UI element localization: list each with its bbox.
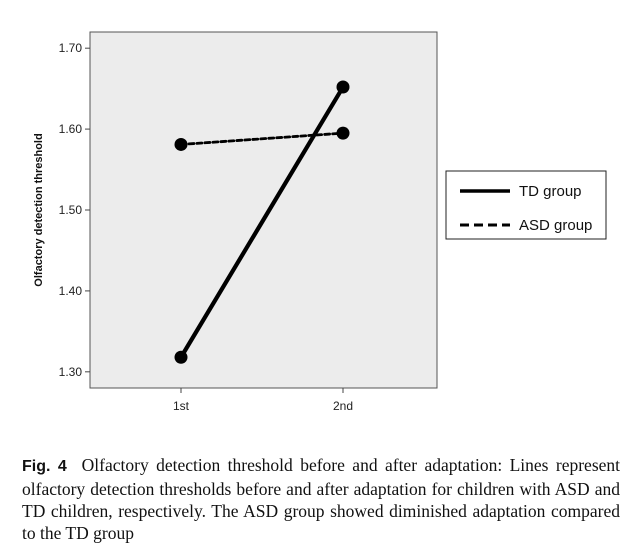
figure-label: Fig. 4	[22, 458, 67, 475]
figure-caption: Fig. 4 Olfactory detection threshold bef…	[22, 454, 620, 544]
plot-layer: 1.30 1.40 1.50 1.60 1.70 1st 2nd	[59, 31, 438, 413]
plot-area	[89, 31, 438, 389]
x-tick-label: 2nd	[333, 399, 353, 413]
asd-group-point	[174, 137, 188, 151]
td-group-point	[336, 80, 350, 94]
asd-group-line	[179, 131, 345, 146]
legend-label-asd-group: ASD group	[519, 217, 592, 234]
figure-caption-text: Olfactory detection threshold before and…	[22, 455, 621, 543]
td-group-point	[174, 350, 188, 364]
line-chart: 1.30 1.40 1.50 1.60 1.70 1st 2nd Olfactory det…	[33, 31, 607, 413]
y-axis-label: Olfactory detection threshold	[33, 133, 45, 286]
y-tick-label: 1.50	[59, 203, 83, 217]
y-tick-label: 1.40	[59, 284, 83, 298]
legend-box	[445, 170, 607, 240]
legend: TD group ASD group	[445, 170, 607, 240]
y-tick-label: 1.30	[59, 365, 83, 379]
td-group-line	[178, 84, 346, 360]
legend-label-td-group: TD group	[519, 183, 582, 200]
y-tick-label: 1.70	[59, 41, 83, 55]
y-tick-label: 1.60	[59, 122, 83, 136]
asd-group-point	[336, 126, 350, 140]
x-tick-label: 1st	[173, 399, 190, 413]
